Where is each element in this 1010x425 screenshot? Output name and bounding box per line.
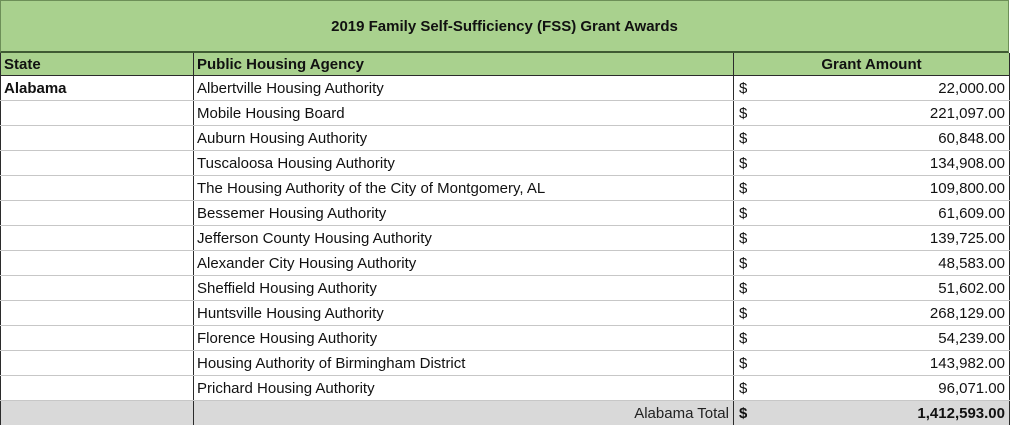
state-cell[interactable] <box>1 151 194 176</box>
agency-cell[interactable]: Housing Authority of Birmingham District <box>194 351 734 376</box>
agency-cell[interactable]: Alexander City Housing Authority <box>194 251 734 276</box>
agency-cell[interactable]: Prichard Housing Authority <box>194 376 734 401</box>
table-row: Huntsville Housing Authority$268,129.00 <box>1 301 1010 326</box>
state-cell[interactable] <box>1 226 194 251</box>
currency-symbol[interactable]: $ <box>734 76 747 101</box>
state-cell[interactable] <box>1 251 194 276</box>
currency-symbol[interactable]: $ <box>734 201 747 226</box>
agency-cell[interactable]: Jefferson County Housing Authority <box>194 226 734 251</box>
state-cell[interactable]: Alabama <box>1 76 194 101</box>
total-amount[interactable]: 1,412,593.00 <box>747 401 1010 425</box>
table-row: Alexander City Housing Authority$48,583.… <box>1 251 1010 276</box>
total-state-cell[interactable] <box>1 401 194 425</box>
currency-symbol[interactable]: $ <box>734 376 747 401</box>
state-cell[interactable] <box>1 176 194 201</box>
table-row: Jefferson County Housing Authority$139,7… <box>1 226 1010 251</box>
state-cell[interactable] <box>1 126 194 151</box>
amount-cell[interactable]: 48,583.00 <box>747 251 1010 276</box>
state-cell[interactable] <box>1 101 194 126</box>
state-cell[interactable] <box>1 376 194 401</box>
agency-cell[interactable]: Bessemer Housing Authority <box>194 201 734 226</box>
currency-symbol[interactable]: $ <box>734 176 747 201</box>
currency-symbol[interactable]: $ <box>734 101 747 126</box>
table-row: Tuscaloosa Housing Authority$134,908.00 <box>1 151 1010 176</box>
amount-cell[interactable]: 96,071.00 <box>747 376 1010 401</box>
amount-cell[interactable]: 22,000.00 <box>747 76 1010 101</box>
table-row: Auburn Housing Authority$60,848.00 <box>1 126 1010 151</box>
currency-symbol[interactable]: $ <box>734 251 747 276</box>
amount-cell[interactable]: 109,800.00 <box>747 176 1010 201</box>
amount-cell[interactable]: 60,848.00 <box>747 126 1010 151</box>
table-title: 2019 Family Self-Sufficiency (FSS) Grant… <box>0 0 1009 53</box>
agency-cell[interactable]: Albertville Housing Authority <box>194 76 734 101</box>
amount-cell[interactable]: 54,239.00 <box>747 326 1010 351</box>
agency-cell[interactable]: Sheffield Housing Authority <box>194 276 734 301</box>
amount-cell[interactable]: 51,602.00 <box>747 276 1010 301</box>
currency-symbol[interactable]: $ <box>734 276 747 301</box>
currency-symbol[interactable]: $ <box>734 226 747 251</box>
amount-cell[interactable]: 139,725.00 <box>747 226 1010 251</box>
grant-awards-table: State Public Housing Agency Grant Amount… <box>0 53 1010 425</box>
state-cell[interactable] <box>1 326 194 351</box>
currency-symbol[interactable]: $ <box>734 351 747 376</box>
amount-cell[interactable]: 268,129.00 <box>747 301 1010 326</box>
header-row: State Public Housing Agency Grant Amount <box>1 53 1010 76</box>
state-column-header[interactable]: State <box>1 53 194 76</box>
currency-symbol[interactable]: $ <box>734 151 747 176</box>
agency-cell[interactable]: The Housing Authority of the City of Mon… <box>194 176 734 201</box>
table-row: Florence Housing Authority$54,239.00 <box>1 326 1010 351</box>
table-row: Mobile Housing Board$221,097.00 <box>1 101 1010 126</box>
total-label[interactable]: Alabama Total <box>194 401 734 425</box>
total-currency-symbol[interactable]: $ <box>734 401 747 425</box>
table-row: Prichard Housing Authority$96,071.00 <box>1 376 1010 401</box>
agency-cell[interactable]: Huntsville Housing Authority <box>194 301 734 326</box>
agency-cell[interactable]: Florence Housing Authority <box>194 326 734 351</box>
amount-column-header[interactable]: Grant Amount <box>734 53 1010 76</box>
state-cell[interactable] <box>1 201 194 226</box>
currency-symbol[interactable]: $ <box>734 126 747 151</box>
table-row: The Housing Authority of the City of Mon… <box>1 176 1010 201</box>
state-cell[interactable] <box>1 351 194 376</box>
table-row: Sheffield Housing Authority$51,602.00 <box>1 276 1010 301</box>
table-row: Bessemer Housing Authority$61,609.00 <box>1 201 1010 226</box>
agency-cell[interactable]: Mobile Housing Board <box>194 101 734 126</box>
state-cell[interactable] <box>1 276 194 301</box>
currency-symbol[interactable]: $ <box>734 326 747 351</box>
amount-cell[interactable]: 143,982.00 <box>747 351 1010 376</box>
currency-symbol[interactable]: $ <box>734 301 747 326</box>
amount-cell[interactable]: 221,097.00 <box>747 101 1010 126</box>
total-row: Alabama Total$1,412,593.00 <box>1 401 1010 425</box>
amount-cell[interactable]: 61,609.00 <box>747 201 1010 226</box>
agency-cell[interactable]: Auburn Housing Authority <box>194 126 734 151</box>
amount-cell[interactable]: 134,908.00 <box>747 151 1010 176</box>
state-cell[interactable] <box>1 301 194 326</box>
agency-column-header[interactable]: Public Housing Agency <box>194 53 734 76</box>
table-row: Housing Authority of Birmingham District… <box>1 351 1010 376</box>
agency-cell[interactable]: Tuscaloosa Housing Authority <box>194 151 734 176</box>
